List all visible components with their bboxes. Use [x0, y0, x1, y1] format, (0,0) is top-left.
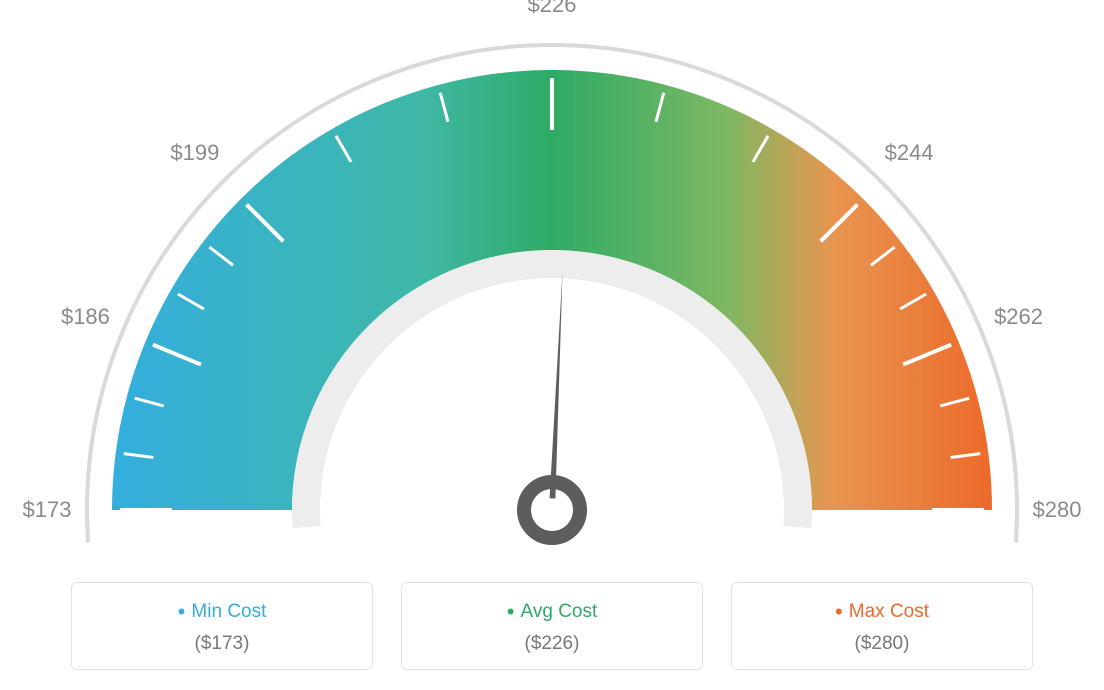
legend-label-max: Max Cost: [732, 599, 1032, 625]
legend-label-avg: Avg Cost: [402, 599, 702, 625]
legend-value-max: ($280): [732, 633, 1032, 655]
gauge-tick-label: $244: [885, 140, 934, 166]
legend-value-min: ($173): [72, 633, 372, 655]
legend-card-min: Min Cost ($173): [71, 582, 373, 670]
legend-label-min: Min Cost: [72, 599, 372, 625]
legend-card-max: Max Cost ($280): [731, 582, 1033, 670]
legend-card-avg: Avg Cost ($226): [401, 582, 703, 670]
legend-row: Min Cost ($173) Avg Cost ($226) Max Cost…: [0, 582, 1104, 670]
gauge-tick-label: $226: [528, 0, 577, 18]
gauge-svg: [0, 0, 1104, 560]
gauge-chart-container: $173 $186 $199 $226 $244 $262 $280 Min Cost ($…: [0, 0, 1104, 690]
gauge-tick-label: $199: [170, 140, 219, 166]
legend-value-avg: ($226): [402, 633, 702, 655]
gauge-area: $173 $186 $199 $226 $244 $262 $280: [0, 0, 1104, 560]
gauge-tick-label: $280: [1033, 497, 1082, 523]
gauge-tick-label: $173: [23, 497, 72, 523]
gauge-tick-label: $262: [994, 304, 1043, 330]
gauge-tick-label: $186: [61, 304, 110, 330]
